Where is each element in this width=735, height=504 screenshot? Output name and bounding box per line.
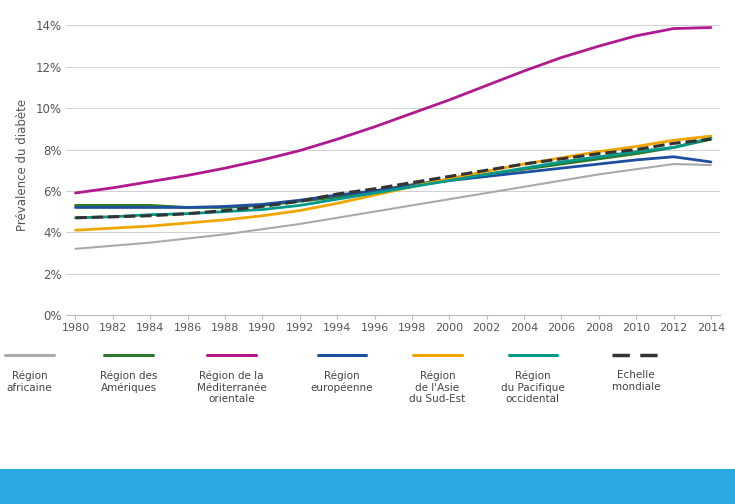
Text: Région de la
Méditerranée
orientale: Région de la Méditerranée orientale [197, 370, 266, 404]
Text: Région des
Amériques: Région des Amériques [100, 370, 157, 393]
Text: Région
du Pacifique
occidental: Région du Pacifique occidental [501, 370, 564, 404]
Text: Région
de l'Asie
du Sud-Est: Région de l'Asie du Sud-Est [409, 370, 465, 404]
Y-axis label: Prévalence du diabète: Prévalence du diabète [16, 99, 29, 231]
Text: Région
européenne: Région européenne [310, 370, 373, 393]
Text: Région
africaine: Région africaine [7, 370, 52, 393]
Text: Echelle
mondiale: Echelle mondiale [612, 370, 660, 392]
